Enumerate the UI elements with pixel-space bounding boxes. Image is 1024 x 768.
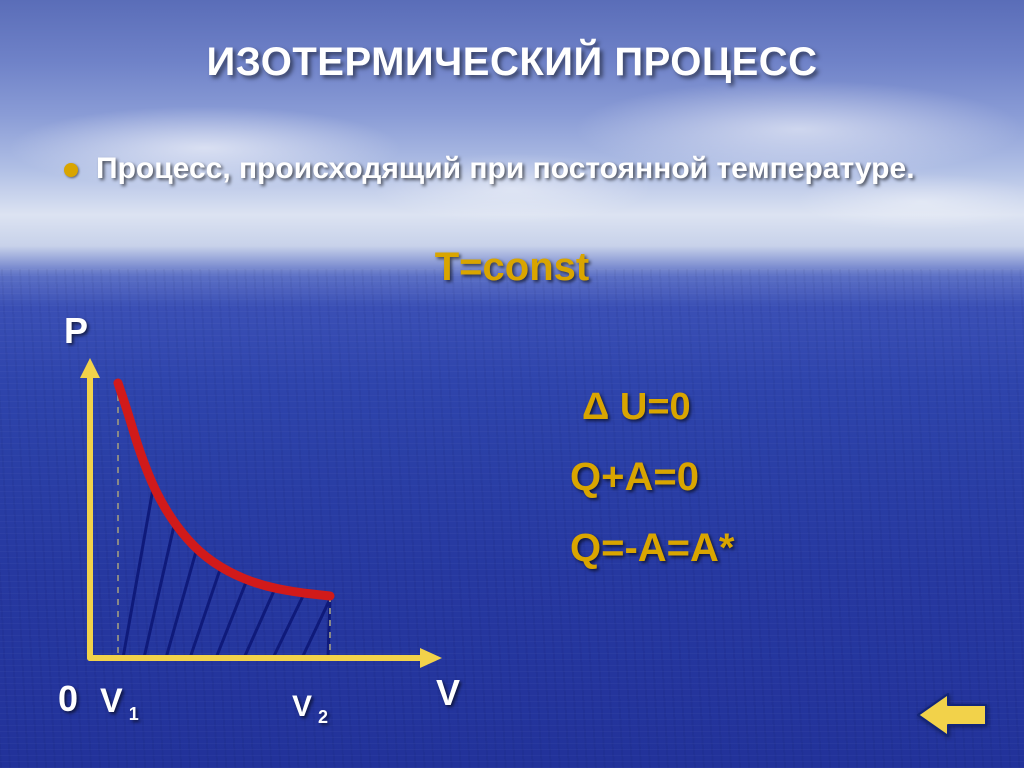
- tick-v2-letter: V: [292, 690, 312, 723]
- equation-delta-u: Δ U=0: [570, 386, 735, 429]
- formula-t-const: T=const: [0, 245, 1024, 290]
- axis-label-p: P: [64, 310, 88, 352]
- arrow-left-icon: [914, 688, 990, 742]
- bullet-dot-icon: [64, 163, 78, 177]
- pv-chart: [68, 358, 448, 678]
- equation-delta-u-rest: U=0: [609, 386, 690, 428]
- tick-v1-sub: 1: [129, 704, 139, 724]
- tick-v1-letter: V: [100, 682, 123, 720]
- prev-slide-button[interactable]: [914, 688, 990, 742]
- axis-tick-v2: V2: [292, 690, 328, 728]
- tick-v2-sub: 2: [318, 707, 328, 727]
- axis-tick-v1: V1: [100, 682, 139, 725]
- axis-label-v: V: [436, 672, 460, 714]
- delta-symbol: Δ: [582, 386, 609, 428]
- bullet-item: Процесс, происходящий при постоянной тем…: [64, 150, 984, 188]
- bullet-text: Процесс, происходящий при постоянной тем…: [96, 150, 915, 188]
- equation-q-plus-a: Q+A=0: [570, 455, 735, 500]
- equation-q-eq: Q=-A=A*: [570, 526, 735, 571]
- slide-title: ИЗОТЕРМИЧЕСКИЙ ПРОЦЕСС: [0, 40, 1024, 85]
- pv-chart-svg: [68, 358, 448, 678]
- equations-block: Δ U=0 Q+A=0 Q=-A=A*: [570, 386, 735, 571]
- axis-origin-label: 0: [58, 678, 78, 720]
